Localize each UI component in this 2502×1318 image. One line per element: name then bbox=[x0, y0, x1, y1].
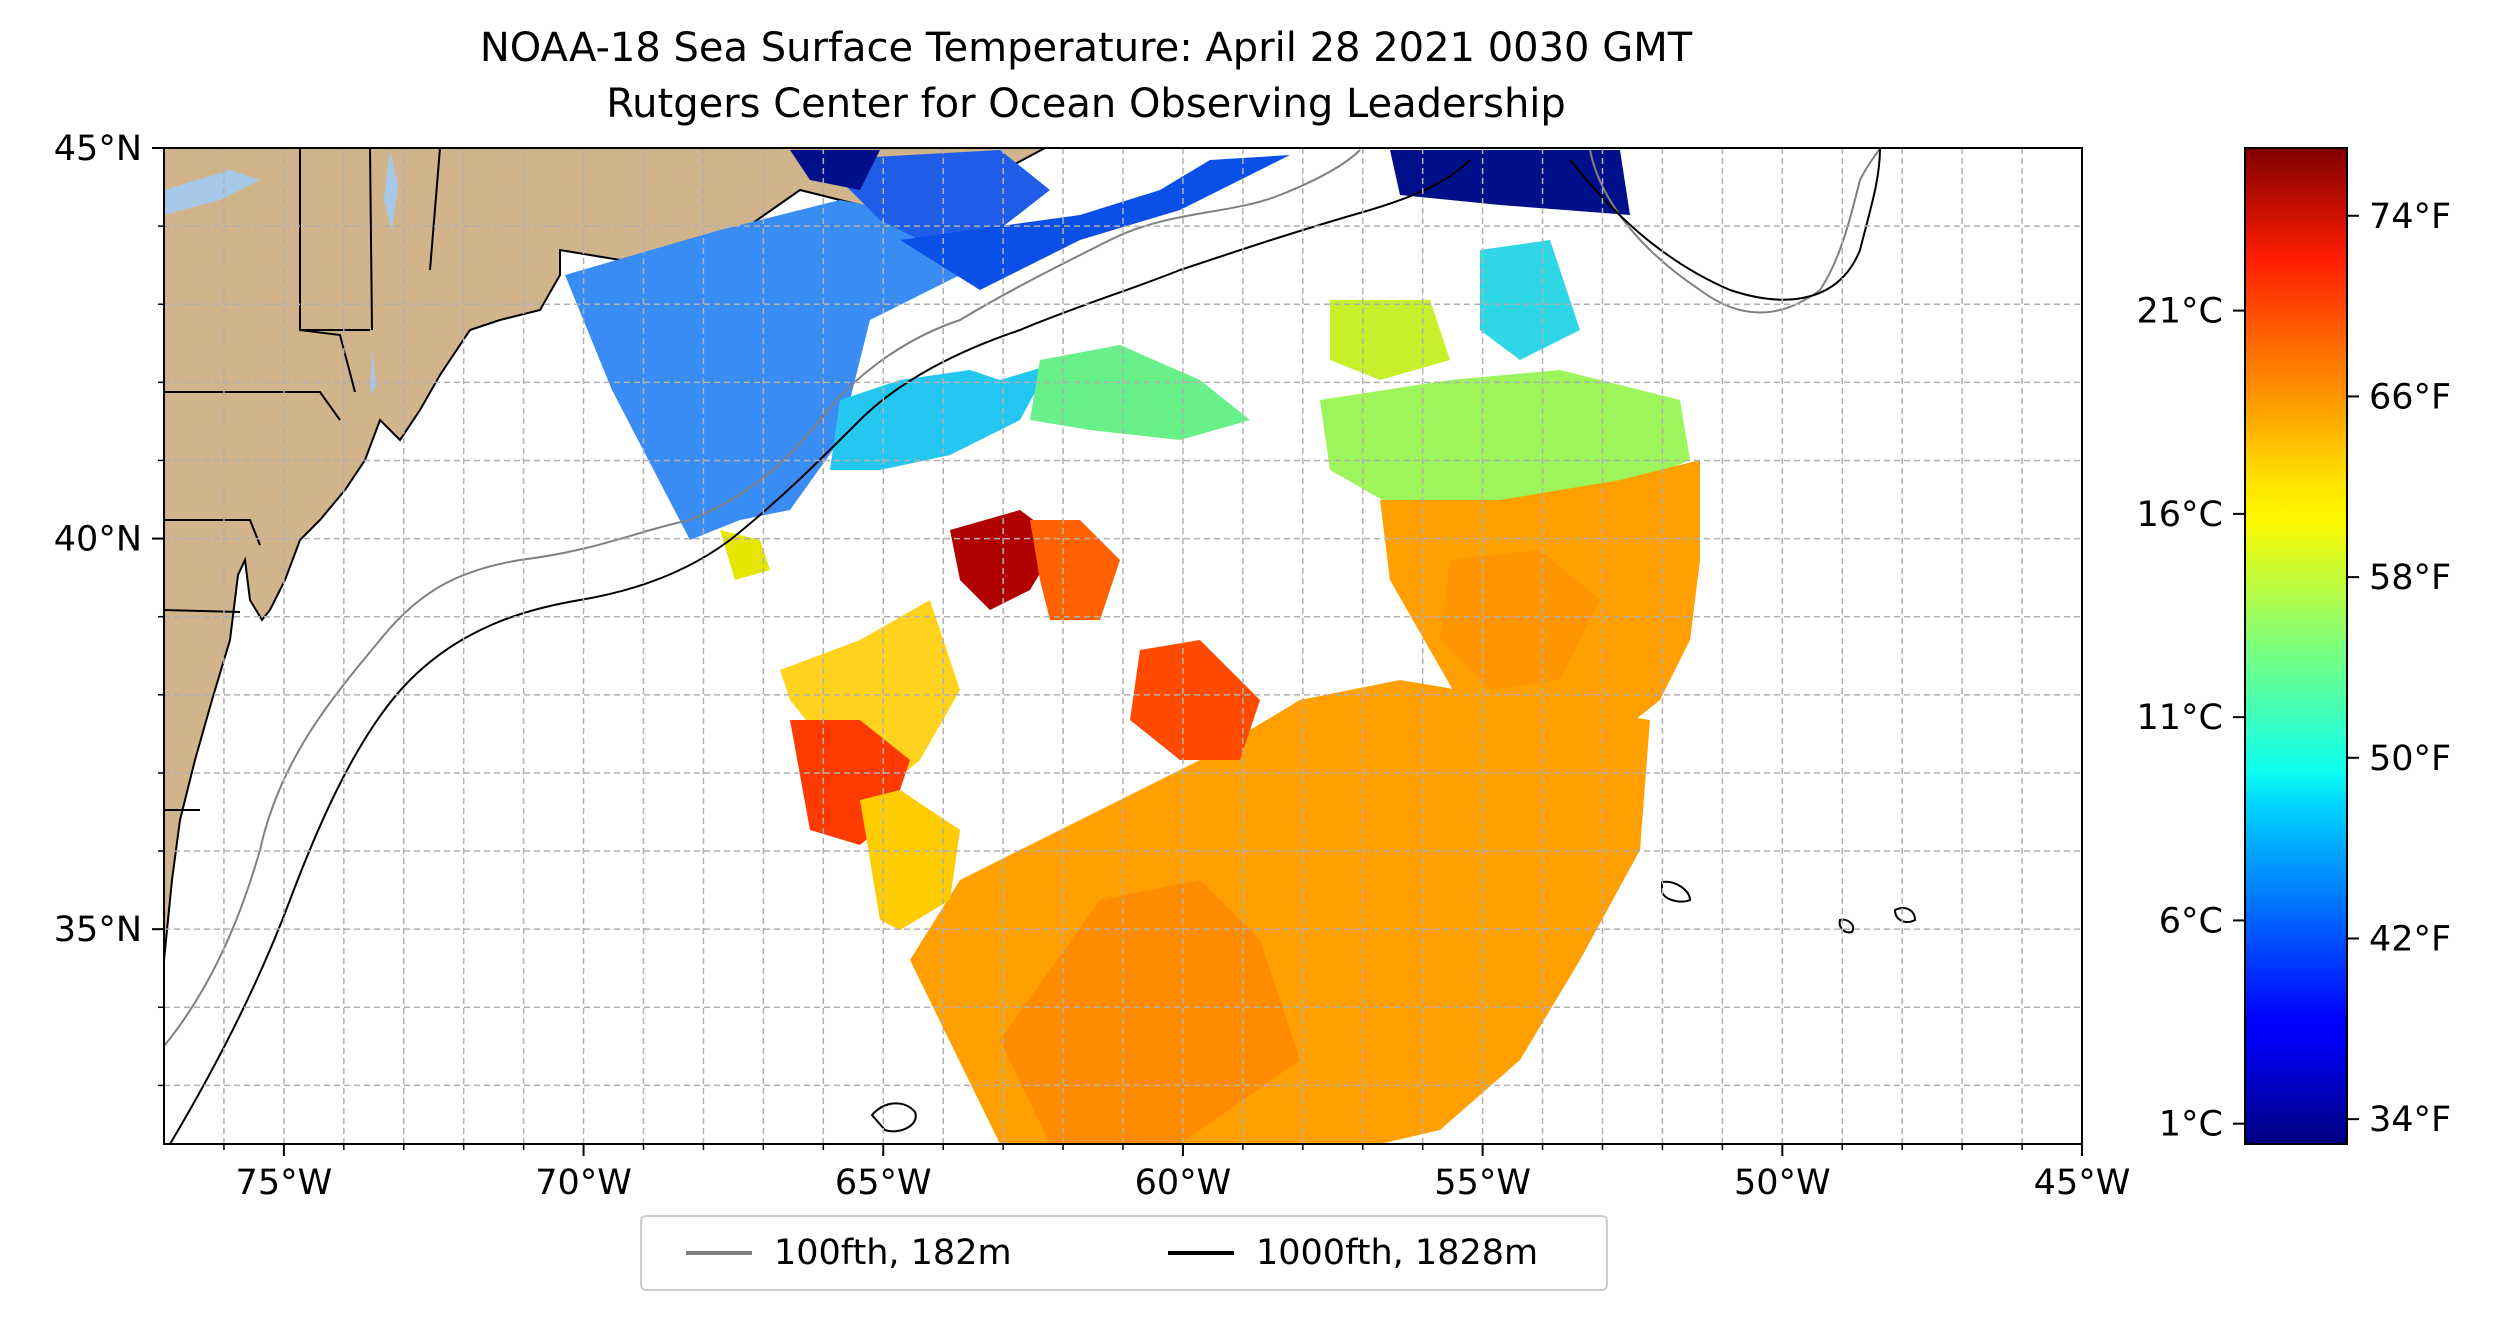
x-tick-label: 55°W bbox=[1434, 1163, 1531, 1203]
map-area bbox=[164, 148, 2082, 1144]
legend-item-100fth: 100fth, 182m bbox=[686, 1217, 1012, 1289]
gridlines bbox=[164, 148, 2082, 1144]
celsius-tick-label: 16°C bbox=[2137, 495, 2223, 535]
land-mass bbox=[164, 148, 1046, 961]
contour-1000fth bbox=[1893, 907, 1917, 923]
sst-swath bbox=[1390, 150, 1630, 215]
x-tick-label: 45°W bbox=[2034, 1163, 2131, 1203]
map-legend: 100fth, 182m 1000fth, 1828m bbox=[640, 1215, 1608, 1291]
y-tick-label: 40°N bbox=[54, 520, 142, 560]
sst-swath bbox=[1030, 520, 1120, 620]
x-tick-label: 65°W bbox=[835, 1163, 932, 1203]
sst-swath bbox=[790, 150, 880, 190]
sst-swath bbox=[1320, 370, 1690, 510]
y-tick-label: 35°N bbox=[54, 910, 142, 950]
colorbar-ticks: 21°C 16°C 11°C 6°C 1°C 74°F 66°F 58°F 50°F 42°F 34… bbox=[2137, 197, 2452, 1145]
sst-swath bbox=[720, 530, 770, 580]
sst-swath bbox=[565, 200, 1010, 540]
contour-1000fth bbox=[870, 1102, 917, 1133]
x-tick-label: 50°W bbox=[1734, 1163, 1831, 1203]
lake bbox=[164, 170, 260, 215]
contour-1000fth bbox=[1838, 918, 1854, 934]
celsius-tick-label: 6°C bbox=[2159, 901, 2223, 941]
sst-swath bbox=[860, 790, 960, 930]
contour-100fth bbox=[164, 149, 1361, 1047]
sst-swath bbox=[900, 155, 1290, 290]
colorbar: 21°C 16°C 11°C 6°C 1°C 74°F 66°F 58°F 50°F 42°F 34… bbox=[2137, 147, 2452, 1145]
celsius-tick-label: 1°C bbox=[2159, 1105, 2223, 1145]
sst-swath bbox=[1330, 300, 1450, 380]
sst-swath bbox=[1130, 640, 1260, 760]
fahrenheit-tick-label: 74°F bbox=[2369, 197, 2451, 237]
fahrenheit-tick-label: 50°F bbox=[2369, 739, 2451, 779]
lake bbox=[384, 150, 398, 230]
sst-swath bbox=[830, 365, 1050, 470]
celsius-tick-label: 21°C bbox=[2137, 292, 2223, 332]
contour-1000fth bbox=[1569, 148, 1881, 301]
contour-1000fth bbox=[1661, 880, 1692, 903]
sst-swath bbox=[1440, 550, 1600, 690]
sst-swath bbox=[780, 600, 960, 810]
fahrenheit-tick-label: 58°F bbox=[2369, 558, 2451, 598]
fahrenheit-tick-label: 34°F bbox=[2369, 1100, 2451, 1140]
legend-line-100fth bbox=[686, 1251, 752, 1255]
y-tick-label: 45°N bbox=[54, 129, 142, 169]
contour-1000fth bbox=[169, 159, 1471, 1144]
legend-line-1000fth bbox=[1168, 1251, 1234, 1255]
sst-swath bbox=[1480, 240, 1580, 360]
state-borders bbox=[164, 148, 441, 811]
legend-label-100fth: 100fth, 182m bbox=[774, 1233, 1012, 1273]
sst-swath bbox=[1030, 345, 1250, 440]
sst-swaths bbox=[565, 150, 1700, 1144]
x-tick-label: 70°W bbox=[535, 1163, 632, 1203]
fahrenheit-tick-label: 66°F bbox=[2369, 377, 2451, 417]
celsius-tick-label: 11°C bbox=[2137, 698, 2223, 738]
legend-item-1000fth: 1000fth, 1828m bbox=[1168, 1217, 1538, 1289]
sst-swath bbox=[1000, 880, 1300, 1144]
colorbar-gradient bbox=[2244, 147, 2348, 1145]
x-tick-label: 60°W bbox=[1135, 1163, 1232, 1203]
figure-title: NOAA-18 Sea Surface Temperature: April 2… bbox=[479, 25, 1693, 71]
legend-label-1000fth: 1000fth, 1828m bbox=[1256, 1233, 1539, 1273]
lake bbox=[370, 350, 376, 395]
figure-subtitle: Rutgers Center for Ocean Observing Leade… bbox=[606, 81, 1566, 127]
fahrenheit-tick-label: 42°F bbox=[2369, 919, 2451, 959]
map-axes: 75°W 70°W 65°W 60°W 55°W 50°W 45°W 45°N 40°N 35°N bbox=[54, 129, 2131, 1203]
x-tick-label: 75°W bbox=[236, 1163, 333, 1203]
